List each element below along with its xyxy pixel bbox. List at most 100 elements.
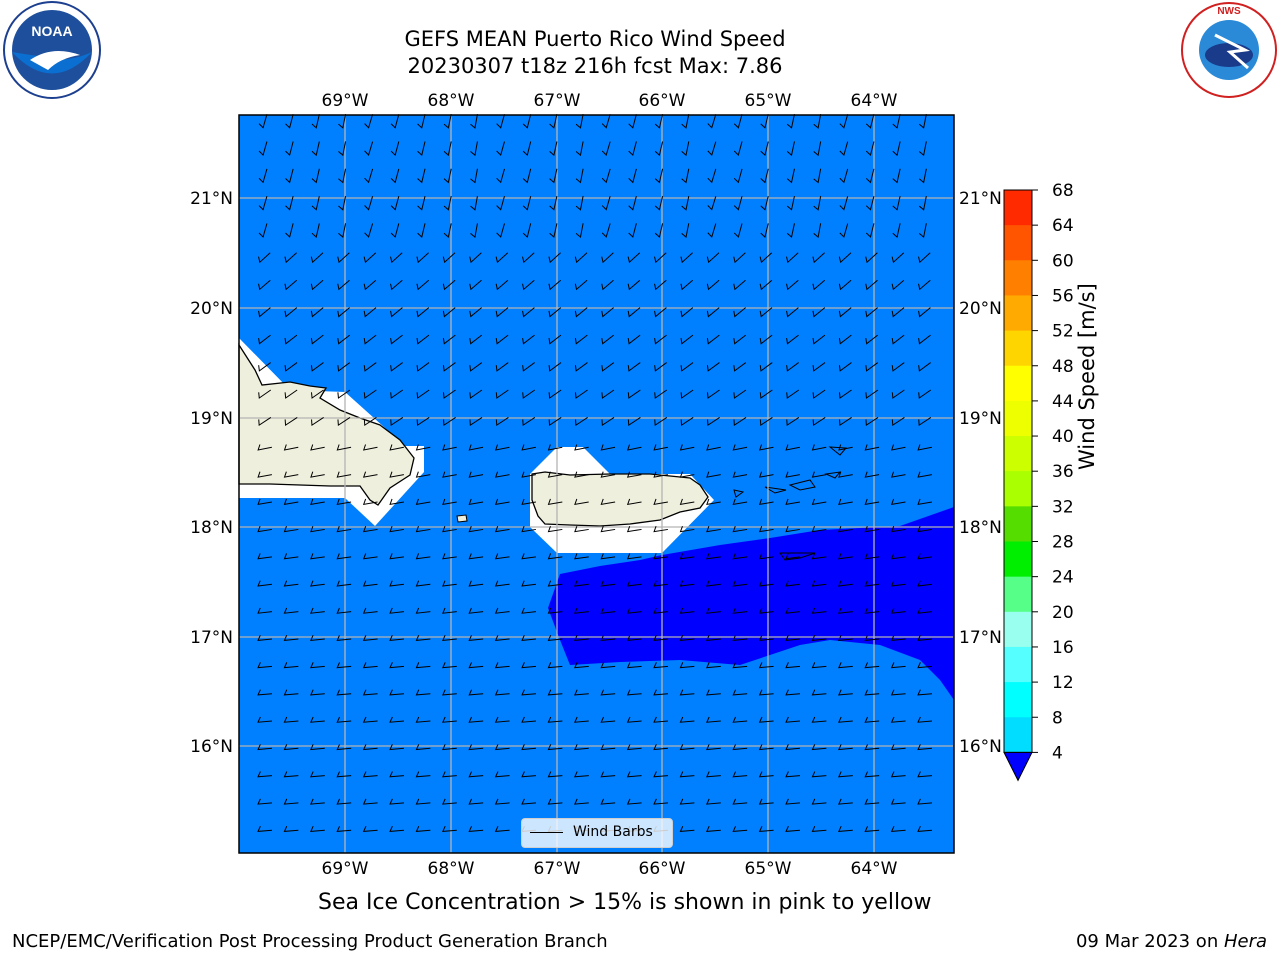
wind-barb (336, 771, 352, 778)
colorbar-label: Wind Speed [m/s] (1075, 283, 1099, 470)
wind-barb (811, 553, 827, 560)
wind-barb (522, 389, 536, 399)
wind-barb (706, 580, 721, 587)
colorbar-segment (1004, 682, 1032, 718)
wind-barb (284, 389, 298, 399)
wind-barb (732, 771, 748, 778)
wind-barb (785, 526, 800, 533)
wind-barb (285, 114, 294, 129)
wind-barb (811, 744, 827, 751)
wind-barb (758, 580, 774, 587)
wind-barb (442, 634, 457, 641)
wind-barb (654, 223, 664, 238)
wind-barb (336, 634, 352, 641)
wind-barb (706, 498, 721, 505)
wind-barb (626, 444, 642, 451)
wind-barb (258, 114, 268, 129)
wind-barb (733, 168, 743, 184)
wind-barb (838, 662, 853, 669)
wind-barb (732, 471, 748, 478)
wind-barb (337, 417, 351, 427)
wind-barb (707, 417, 720, 427)
wind-barb (443, 168, 452, 184)
wind-barb (891, 252, 905, 264)
wind-barb (574, 526, 589, 533)
wind-barb (628, 223, 637, 238)
wind-barb (469, 334, 483, 345)
wind-barb (786, 252, 799, 264)
wind-barb (548, 362, 562, 372)
lon-label: 68°W (428, 859, 475, 879)
wind-barb (574, 471, 589, 478)
lon-label: 68°W (428, 91, 475, 111)
colorbar-tick-label: 28 (1052, 533, 1074, 553)
colorbar-tick-label: 40 (1052, 427, 1074, 447)
wind-barb (628, 114, 637, 129)
wind-barb (838, 334, 852, 345)
wind-barb (758, 716, 774, 723)
wind-barb (838, 444, 853, 451)
wind-barb (627, 279, 641, 291)
wind-barb (283, 634, 299, 641)
wind-barb (758, 471, 774, 478)
wind-barb (389, 444, 404, 451)
lat-labels-left: 21°N 20°N 19°N 18°N 17°N 16°N (190, 189, 233, 757)
wind-barb (257, 689, 273, 696)
wind-barb (838, 798, 853, 805)
lat-label: 17°N (959, 628, 1002, 648)
wind-barb (547, 744, 563, 751)
colorbar-extend-arrow (1003, 751, 1033, 782)
wind-barb (310, 389, 324, 399)
colorbar-tick-label: 64 (1052, 216, 1074, 236)
wind-barb (470, 114, 478, 129)
wind-barb (258, 417, 272, 427)
wind-barb (549, 141, 558, 157)
wind-barb (786, 195, 795, 211)
wind-barb (601, 362, 615, 372)
wind-barb (628, 195, 637, 211)
wind-barb (732, 634, 748, 641)
lat-label: 19°N (959, 409, 1002, 429)
wind-barb (549, 168, 558, 184)
wind-barb (257, 771, 273, 778)
wind-barb (706, 771, 721, 778)
wind-barb (785, 825, 801, 832)
wind-barb (337, 307, 350, 318)
wind-barb (310, 634, 325, 641)
wind-barb (258, 168, 268, 184)
wind-barb (811, 526, 827, 533)
colorbar-segment (1004, 330, 1032, 367)
wind-barb (679, 689, 695, 696)
wind-barb (653, 444, 668, 451)
wind-barb (601, 334, 615, 345)
wind-barb (785, 689, 801, 696)
wind-barb (812, 362, 826, 372)
wind-barb (311, 195, 320, 211)
wind-barb (917, 744, 933, 751)
wind-barb (283, 771, 299, 778)
wind-barb (521, 607, 537, 614)
lat-label: 21°N (959, 189, 1002, 209)
wind-barb (811, 634, 827, 641)
wind-barb (865, 279, 878, 291)
wind-barb (706, 662, 721, 669)
wind-barb (574, 444, 589, 451)
wind-barb (812, 334, 826, 345)
wind-barb (600, 498, 616, 505)
wind-barb (627, 252, 641, 264)
wind-barb (283, 689, 299, 696)
wind-barb (732, 444, 748, 451)
wind-barb (285, 195, 294, 211)
lon-label: 64°W (851, 91, 898, 111)
wind-barb (547, 634, 563, 641)
wind-barb (786, 362, 799, 372)
wind-barb (258, 196, 268, 211)
wind-barb (416, 362, 430, 372)
wind-barb (442, 362, 456, 372)
wind-barb (310, 798, 325, 805)
wind-barb (390, 114, 400, 129)
wind-barb (812, 417, 826, 427)
wind-barb (283, 662, 299, 669)
wind-barb (918, 195, 927, 211)
wind-barb (627, 362, 641, 372)
